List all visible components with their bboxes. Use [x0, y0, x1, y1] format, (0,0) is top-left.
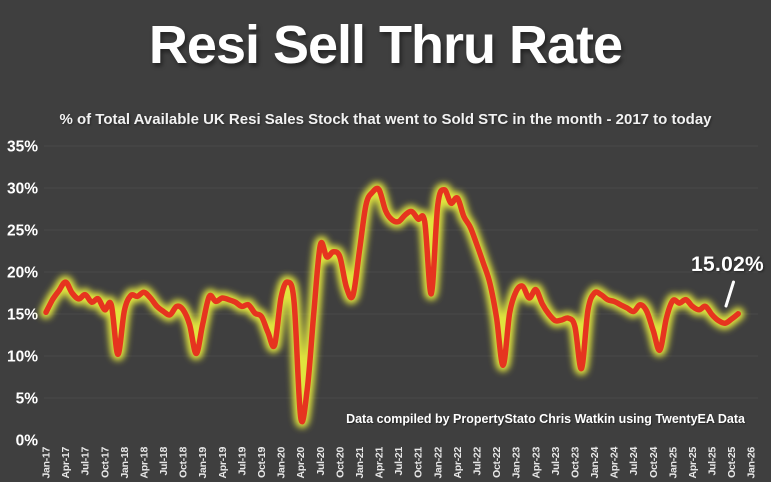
y-tick-label: 20% — [7, 265, 38, 282]
y-tick-label: 30% — [7, 181, 38, 198]
x-tick-label: Apr-19 — [217, 447, 229, 479]
x-tick-label: Apr-23 — [530, 447, 542, 479]
x-tick-label: Apr-21 — [374, 447, 386, 479]
x-tick-label: Jan-17 — [41, 447, 53, 479]
x-axis-labels: Jan-17 Apr-17 Jul-17 Oct-17 Jan-18 Apr-18 Jul-… — [41, 447, 758, 479]
x-tick-label: Jan-22 — [432, 447, 444, 479]
x-tick-label: Jul-22 — [472, 447, 484, 476]
x-tick-label: Jul-18 — [158, 447, 170, 476]
x-tick-label: Jul-21 — [393, 447, 405, 476]
x-tick-label: Oct-24 — [648, 447, 660, 478]
x-tick-label: Jul-17 — [80, 447, 92, 476]
y-tick-label: 5% — [16, 391, 39, 408]
x-tick-label: Jul-19 — [236, 447, 248, 476]
x-tick-label: Jan-21 — [354, 447, 366, 479]
x-tick-label: Jan-19 — [197, 447, 209, 479]
x-tick-label: Apr-25 — [687, 447, 699, 479]
x-tick-label: Jul-20 — [315, 447, 327, 476]
x-tick-label: Jan-26 — [746, 447, 758, 479]
x-tick-label: Apr-17 — [60, 447, 72, 479]
x-tick-label: Oct-21 — [413, 447, 425, 478]
x-tick-label: Jul-24 — [628, 447, 640, 476]
x-tick-label: Jan-24 — [589, 447, 601, 479]
x-tick-label: Jan-23 — [511, 447, 523, 479]
y-tick-label: 10% — [7, 349, 38, 366]
gridlines — [44, 145, 758, 399]
x-tick-label: Oct-17 — [99, 447, 111, 478]
x-tick-label: Oct-25 — [726, 447, 738, 478]
y-tick-label: 15% — [7, 307, 38, 324]
y-tick-label: 35% — [7, 139, 38, 156]
x-tick-label: Apr-22 — [452, 447, 464, 479]
x-tick-label: Oct-19 — [256, 447, 268, 478]
annotation-pointer-line — [724, 280, 735, 308]
x-tick-label: Jul-25 — [707, 447, 719, 476]
credit-text: Data compiled by PropertyStato Chris Wat… — [346, 412, 745, 426]
y-tick-label: 25% — [7, 223, 38, 240]
x-tick-label: Apr-20 — [295, 447, 307, 479]
x-tick-label: Oct-23 — [569, 447, 581, 478]
x-tick-label: Jan-20 — [276, 447, 288, 479]
series-glow — [39, 181, 745, 429]
x-tick-label: Oct-20 — [334, 447, 346, 478]
x-tick-label: Jul-23 — [550, 447, 562, 476]
y-tick-label: 0% — [16, 433, 39, 450]
x-tick-label: Apr-18 — [138, 447, 150, 479]
x-tick-label: Oct-18 — [178, 447, 190, 478]
x-tick-label: Apr-24 — [609, 447, 621, 479]
x-tick-label: Oct-22 — [491, 447, 503, 478]
x-tick-label: Jan-25 — [667, 447, 679, 479]
chart-title: Resi Sell Thru Rate — [148, 15, 623, 75]
series-line — [43, 185, 741, 425]
last-value-annotation: 15.02% — [691, 253, 765, 276]
x-tick-label: Jan-18 — [119, 447, 131, 479]
y-axis-labels: 0% 5% 10% 15% 20% 25% 30% 35% — [7, 139, 38, 450]
chart-subtitle: % of Total Available UK Resi Sales Stock… — [59, 111, 712, 128]
